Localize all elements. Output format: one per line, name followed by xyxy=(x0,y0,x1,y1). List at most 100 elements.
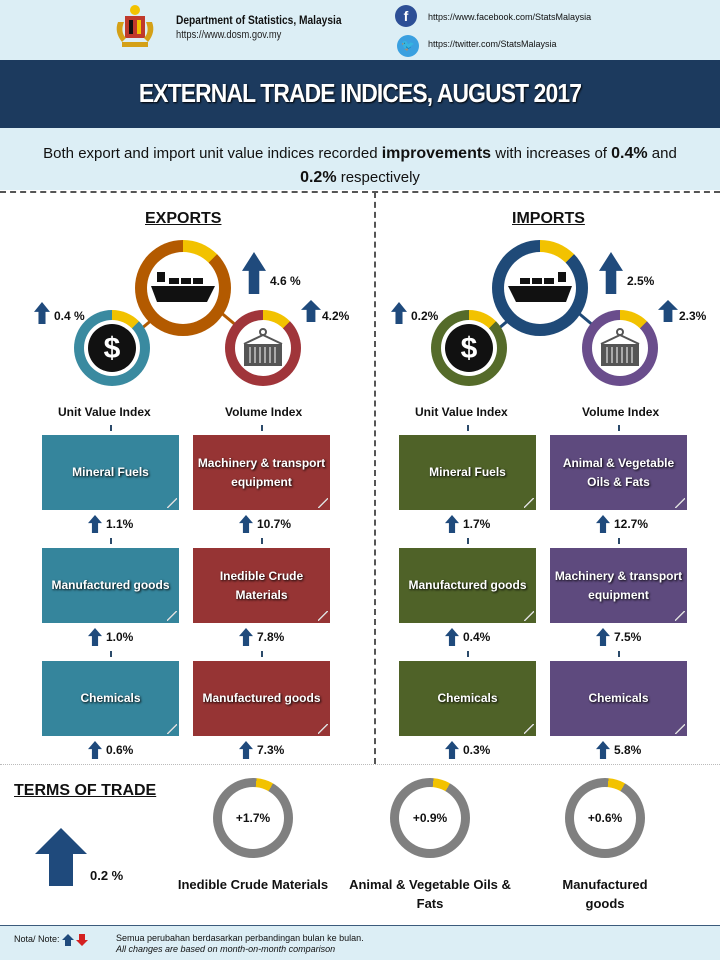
exports-volume-category-box: Manufactured goods xyxy=(193,661,330,736)
exports-total-ring xyxy=(135,240,231,336)
connector-tick xyxy=(261,538,263,544)
container-icon xyxy=(592,320,648,376)
imports-volume-label: Volume Index xyxy=(582,405,660,419)
imports-title: IMPORTS xyxy=(512,210,585,227)
arrow-up-icon xyxy=(391,302,407,329)
category-label: Animal & Vegetable Oils & Fats xyxy=(562,455,675,489)
connector-tick xyxy=(110,425,112,431)
connector-tick xyxy=(618,538,620,544)
arrow-up-icon xyxy=(242,252,266,299)
exports-unit-value-category-box: Chemicals xyxy=(42,661,179,736)
arrow-up-icon xyxy=(596,741,610,764)
arrow-up-icon xyxy=(88,515,102,538)
connector-tick xyxy=(618,425,620,431)
summary-part: with increases of xyxy=(491,145,612,162)
dollar-icon: $ xyxy=(441,320,497,376)
exports-volume-change: 4.2% xyxy=(322,309,350,323)
note-english: All changes are based on month-on-month … xyxy=(116,944,336,954)
category-label: Machinery & transport equipment xyxy=(554,568,683,602)
exports-volume-ring xyxy=(225,310,301,386)
connector-tick xyxy=(618,651,620,657)
category-label: Mineral Fuels xyxy=(72,465,149,479)
exports-unit-value-category-change: 0.6% xyxy=(106,743,134,757)
category-label: Inedible Crude Materials xyxy=(219,568,304,602)
arrow-up-icon xyxy=(239,515,253,538)
imports-unit-value-category-change: 1.7% xyxy=(463,517,491,531)
department-name: Department of Statistics, Malaysia xyxy=(176,13,342,27)
divider-top xyxy=(0,191,720,193)
footer-note: Nota/ Note: Semua perubahan berdasarkan … xyxy=(0,925,720,960)
connector-tick xyxy=(110,538,112,544)
exports-unit-value-change: 0.4 % xyxy=(54,309,85,323)
connector-tick xyxy=(467,425,469,431)
imports-volume-category-change: 7.5% xyxy=(614,630,642,644)
arrow-down-icon xyxy=(76,934,88,946)
category-label: Mineral Fuels xyxy=(429,465,506,479)
terms-of-trade-item-change: +0.9% xyxy=(399,787,461,849)
terms-of-trade-ring: +0.9% xyxy=(390,778,470,858)
imports-volume-category-box: Machinery & transport equipment xyxy=(550,548,687,623)
divider-bottom xyxy=(0,764,720,765)
twitter-link[interactable]: https://twitter.com/StatsMalaysia xyxy=(428,39,557,49)
exports-unit-value-category-change: 1.1% xyxy=(106,517,134,531)
divider-vertical xyxy=(374,192,376,764)
exports-volume-category-box: Machinery & transport equipment xyxy=(193,435,330,510)
note-label: Nota/ Note: xyxy=(14,934,60,944)
imports-unit-value-category-box: Chemicals xyxy=(399,661,536,736)
imports-total-change: 2.5% xyxy=(627,274,655,288)
summary-band: Both export and import unit value indice… xyxy=(0,128,720,190)
imports-unit-value-category-change: 0.4% xyxy=(463,630,491,644)
page-title: EXTERNAL TRADE INDICES, AUGUST 2017 xyxy=(138,78,582,108)
arrow-up-icon xyxy=(445,515,459,538)
arrow-up-icon xyxy=(596,515,610,538)
summary-part: and xyxy=(647,145,677,162)
exports-volume-category-change: 10.7% xyxy=(257,517,292,531)
note-malay: Semua perubahan berdasarkan perbandingan… xyxy=(116,933,364,943)
exports-unit-value-category-change: 1.0% xyxy=(106,630,134,644)
arrow-up-icon xyxy=(596,628,610,651)
facebook-link[interactable]: https://www.facebook.com/StatsMalaysia xyxy=(428,12,592,22)
arrow-up-icon xyxy=(34,302,50,329)
summary-part: Both export and import unit value indice… xyxy=(43,145,382,162)
terms-of-trade-item-change: +0.6% xyxy=(574,787,636,849)
connector-tick xyxy=(261,651,263,657)
arrow-up-icon xyxy=(88,628,102,651)
terms-of-trade-change: 0.2 % xyxy=(90,868,124,883)
arrow-up-icon xyxy=(301,300,321,327)
arrow-up-icon xyxy=(658,300,678,327)
imports-volume-category-box: Chemicals xyxy=(550,661,687,736)
imports-unit-value-category-box: Mineral Fuels xyxy=(399,435,536,510)
terms-of-trade-ring: +1.7% xyxy=(213,778,293,858)
summary-export-value: 0.4% xyxy=(611,145,648,162)
arrow-up-icon xyxy=(599,252,623,299)
terms-of-trade-title: TERMS OF TRADE xyxy=(14,782,157,799)
imports-volume-ring xyxy=(582,310,658,386)
svg-text:$: $ xyxy=(104,332,121,365)
arrow-up-icon xyxy=(35,828,87,886)
imports-unit-value-ring: $ xyxy=(431,310,507,386)
arrow-up-icon xyxy=(239,741,253,764)
imports-volume-category-box: Animal & Vegetable Oils & Fats xyxy=(550,435,687,510)
category-label: Chemicals xyxy=(588,691,649,705)
terms-of-trade-item-label: Animal & Vegetable Oils & Fats xyxy=(349,877,511,911)
exports-volume-category-change: 7.8% xyxy=(257,630,285,644)
category-label: Manufactured goods xyxy=(408,578,527,592)
connector-tick xyxy=(467,538,469,544)
imports-total-ring xyxy=(492,240,588,336)
arrow-up-icon xyxy=(62,934,74,946)
twitter-icon[interactable]: 🐦 xyxy=(397,35,419,57)
terms-of-trade-item-change: +1.7% xyxy=(222,787,284,849)
imports-unit-value-category-box: Manufactured goods xyxy=(399,548,536,623)
imports-unit-value-category-change: 0.3% xyxy=(463,743,491,757)
exports-unit-value-label: Unit Value Index xyxy=(58,405,151,419)
facebook-icon[interactable]: f xyxy=(395,5,417,27)
ship-icon xyxy=(504,252,576,324)
imports-volume-change: 2.3% xyxy=(679,309,707,323)
imports-unit-value-label: Unit Value Index xyxy=(415,405,508,419)
container-icon xyxy=(235,320,291,376)
category-label: Chemicals xyxy=(80,691,141,705)
arrow-up-icon xyxy=(239,628,253,651)
exports-unit-value-category-box: Mineral Fuels xyxy=(42,435,179,510)
department-website-link[interactable]: https://www.dosm.gov.my xyxy=(176,29,282,41)
connector-tick xyxy=(261,425,263,431)
